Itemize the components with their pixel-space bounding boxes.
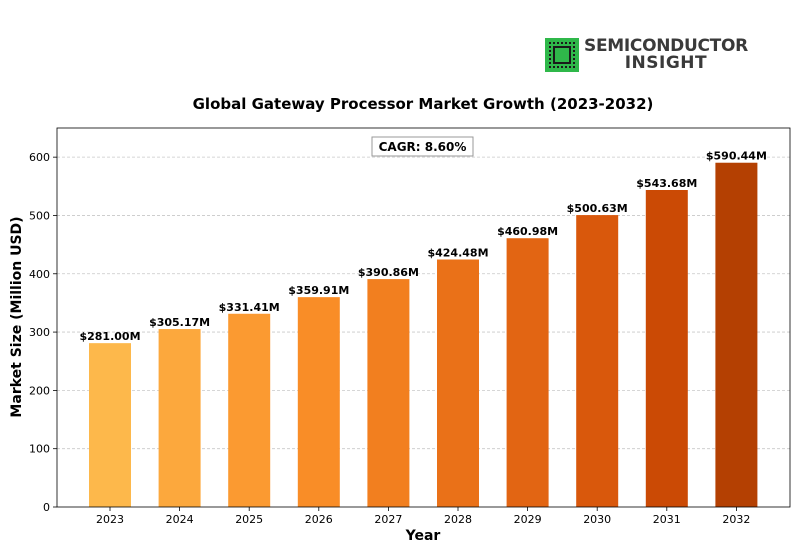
data-label: $305.17M [149,316,210,329]
y-tick-label: 0 [43,501,50,514]
bar-2026 [297,297,340,507]
y-tick-label: 300 [29,326,50,339]
x-tick-label: 2029 [514,513,542,526]
data-label: $500.63M [567,202,628,215]
y-axis-title: Market Size (Million USD) [9,216,25,417]
x-axis-title: Year [405,528,441,544]
bar-2024 [158,329,201,507]
data-label: $331.41M [219,301,280,314]
x-tick-label: 2032 [722,513,750,526]
chart-title: Global Gateway Processor Market Growth (… [193,95,654,113]
y-tick-label: 200 [29,384,50,397]
y-axis-ticks: 0 100 200 300 400 500 600 [29,151,57,514]
bar-2025 [228,313,271,507]
data-labels: $281.00M $305.17M $331.41M $359.91M $390.86M… [79,150,766,343]
data-label: $460.98M [497,225,558,238]
bar-2030 [576,215,619,508]
bars [89,162,758,508]
brand-name: SEMICONDUCTOR INSIGHT [584,38,748,72]
brand-logo: SEMICONDUCTOR INSIGHT [545,38,748,72]
y-tick-label: 100 [29,443,50,456]
y-tick-label: 600 [29,151,50,164]
data-label: $424.48M [427,246,488,259]
x-tick-label: 2027 [374,513,402,526]
bar-2028 [437,259,479,507]
bar-2032 [715,162,758,507]
brand-name-line1: SEMICONDUCTOR [584,36,748,56]
data-label: $590.44M [706,150,767,163]
data-label: $390.86M [358,266,419,279]
y-tick-label: 400 [29,268,50,281]
x-tick-label: 2024 [166,513,194,526]
cagr-label: CAGR: 8.60% [379,140,467,154]
x-tick-label: 2028 [444,513,472,526]
x-tick-label: 2030 [583,513,611,526]
x-tick-label: 2026 [305,513,333,526]
cagr-annotation: CAGR: 8.60% [371,136,474,157]
x-axis-ticks: 2023 2024 2025 2026 2027 2028 2029 2030 2031 2032 [96,507,750,526]
bar-2029 [506,238,549,507]
data-label: $359.91M [288,284,349,297]
bar-2023 [89,343,131,507]
x-tick-label: 2025 [235,513,263,526]
plot-frame [56,127,791,508]
bar-2031 [645,189,688,507]
brand-name-line2: INSIGHT [624,53,708,73]
data-label: $281.00M [79,330,140,343]
bar-2027 [367,279,410,507]
y-tick-label: 500 [29,209,50,222]
x-tick-label: 2023 [96,513,124,526]
cagr-box [371,136,474,157]
data-label: $543.68M [636,177,697,190]
x-tick-label: 2031 [653,513,681,526]
chip-icon [545,38,579,72]
